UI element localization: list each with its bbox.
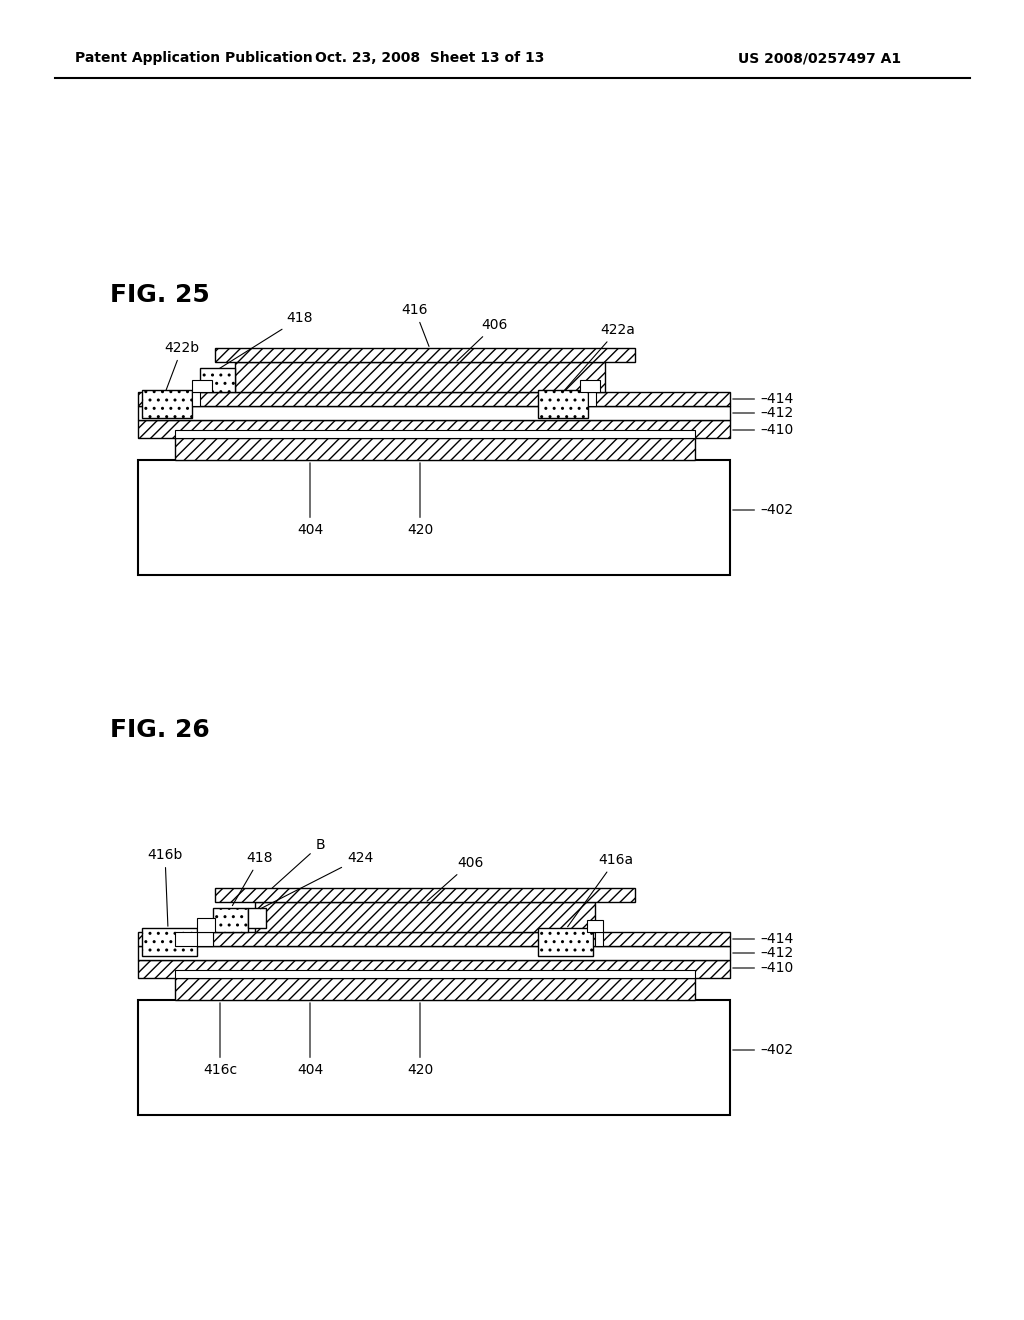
Bar bbox=[595, 932, 603, 946]
Bar bbox=[215, 888, 635, 902]
Bar bbox=[248, 908, 266, 928]
Text: 416c: 416c bbox=[203, 1003, 238, 1077]
Text: 424: 424 bbox=[260, 851, 373, 908]
Text: 404: 404 bbox=[297, 463, 324, 537]
Text: 420: 420 bbox=[407, 1003, 433, 1077]
Bar bbox=[138, 946, 730, 960]
Text: –414: –414 bbox=[733, 932, 794, 946]
Bar bbox=[200, 368, 234, 392]
Text: 418: 418 bbox=[219, 312, 313, 368]
Text: 404: 404 bbox=[297, 1003, 324, 1077]
Bar bbox=[138, 420, 730, 438]
Bar bbox=[538, 389, 588, 418]
Text: 416a: 416a bbox=[567, 853, 633, 927]
Text: US 2008/0257497 A1: US 2008/0257497 A1 bbox=[738, 51, 901, 65]
Bar bbox=[138, 392, 730, 407]
Text: –410: –410 bbox=[733, 961, 794, 975]
Text: 422b: 422b bbox=[165, 341, 200, 391]
Text: 406: 406 bbox=[457, 318, 508, 362]
Bar bbox=[138, 960, 730, 978]
Bar bbox=[588, 392, 596, 407]
Bar bbox=[255, 902, 595, 932]
Text: Oct. 23, 2008  Sheet 13 of 13: Oct. 23, 2008 Sheet 13 of 13 bbox=[315, 51, 545, 65]
Text: 406: 406 bbox=[427, 855, 483, 902]
Bar bbox=[213, 908, 248, 932]
Bar bbox=[197, 932, 213, 946]
Text: –412: –412 bbox=[733, 946, 794, 960]
Text: –414: –414 bbox=[733, 392, 794, 407]
Text: Patent Application Publication: Patent Application Publication bbox=[75, 51, 312, 65]
Text: 420: 420 bbox=[407, 463, 433, 537]
Text: 416: 416 bbox=[401, 304, 429, 346]
Bar bbox=[138, 459, 730, 576]
Bar bbox=[142, 928, 197, 956]
Bar bbox=[175, 932, 213, 946]
Text: –412: –412 bbox=[733, 407, 794, 420]
Bar bbox=[538, 928, 593, 956]
Text: FIG. 25: FIG. 25 bbox=[110, 282, 210, 308]
Bar bbox=[175, 978, 695, 1001]
Text: FIG. 26: FIG. 26 bbox=[110, 718, 210, 742]
Bar bbox=[215, 348, 635, 362]
Text: 416b: 416b bbox=[147, 847, 182, 927]
Bar bbox=[193, 392, 200, 407]
Bar bbox=[138, 932, 730, 946]
Bar bbox=[193, 380, 212, 392]
Text: –410: –410 bbox=[733, 422, 794, 437]
Bar bbox=[175, 970, 695, 978]
Text: 422a: 422a bbox=[564, 323, 635, 391]
Text: B: B bbox=[272, 838, 325, 888]
Text: 418: 418 bbox=[232, 851, 273, 906]
Bar bbox=[234, 362, 605, 392]
Bar bbox=[197, 917, 215, 932]
Bar bbox=[580, 380, 600, 392]
Text: –402: –402 bbox=[733, 1043, 794, 1057]
Bar bbox=[138, 1001, 730, 1115]
Bar bbox=[175, 438, 695, 459]
Bar bbox=[142, 389, 193, 418]
Bar bbox=[587, 920, 603, 932]
Bar bbox=[138, 407, 730, 420]
Bar bbox=[175, 430, 695, 438]
Text: –402: –402 bbox=[733, 503, 794, 517]
